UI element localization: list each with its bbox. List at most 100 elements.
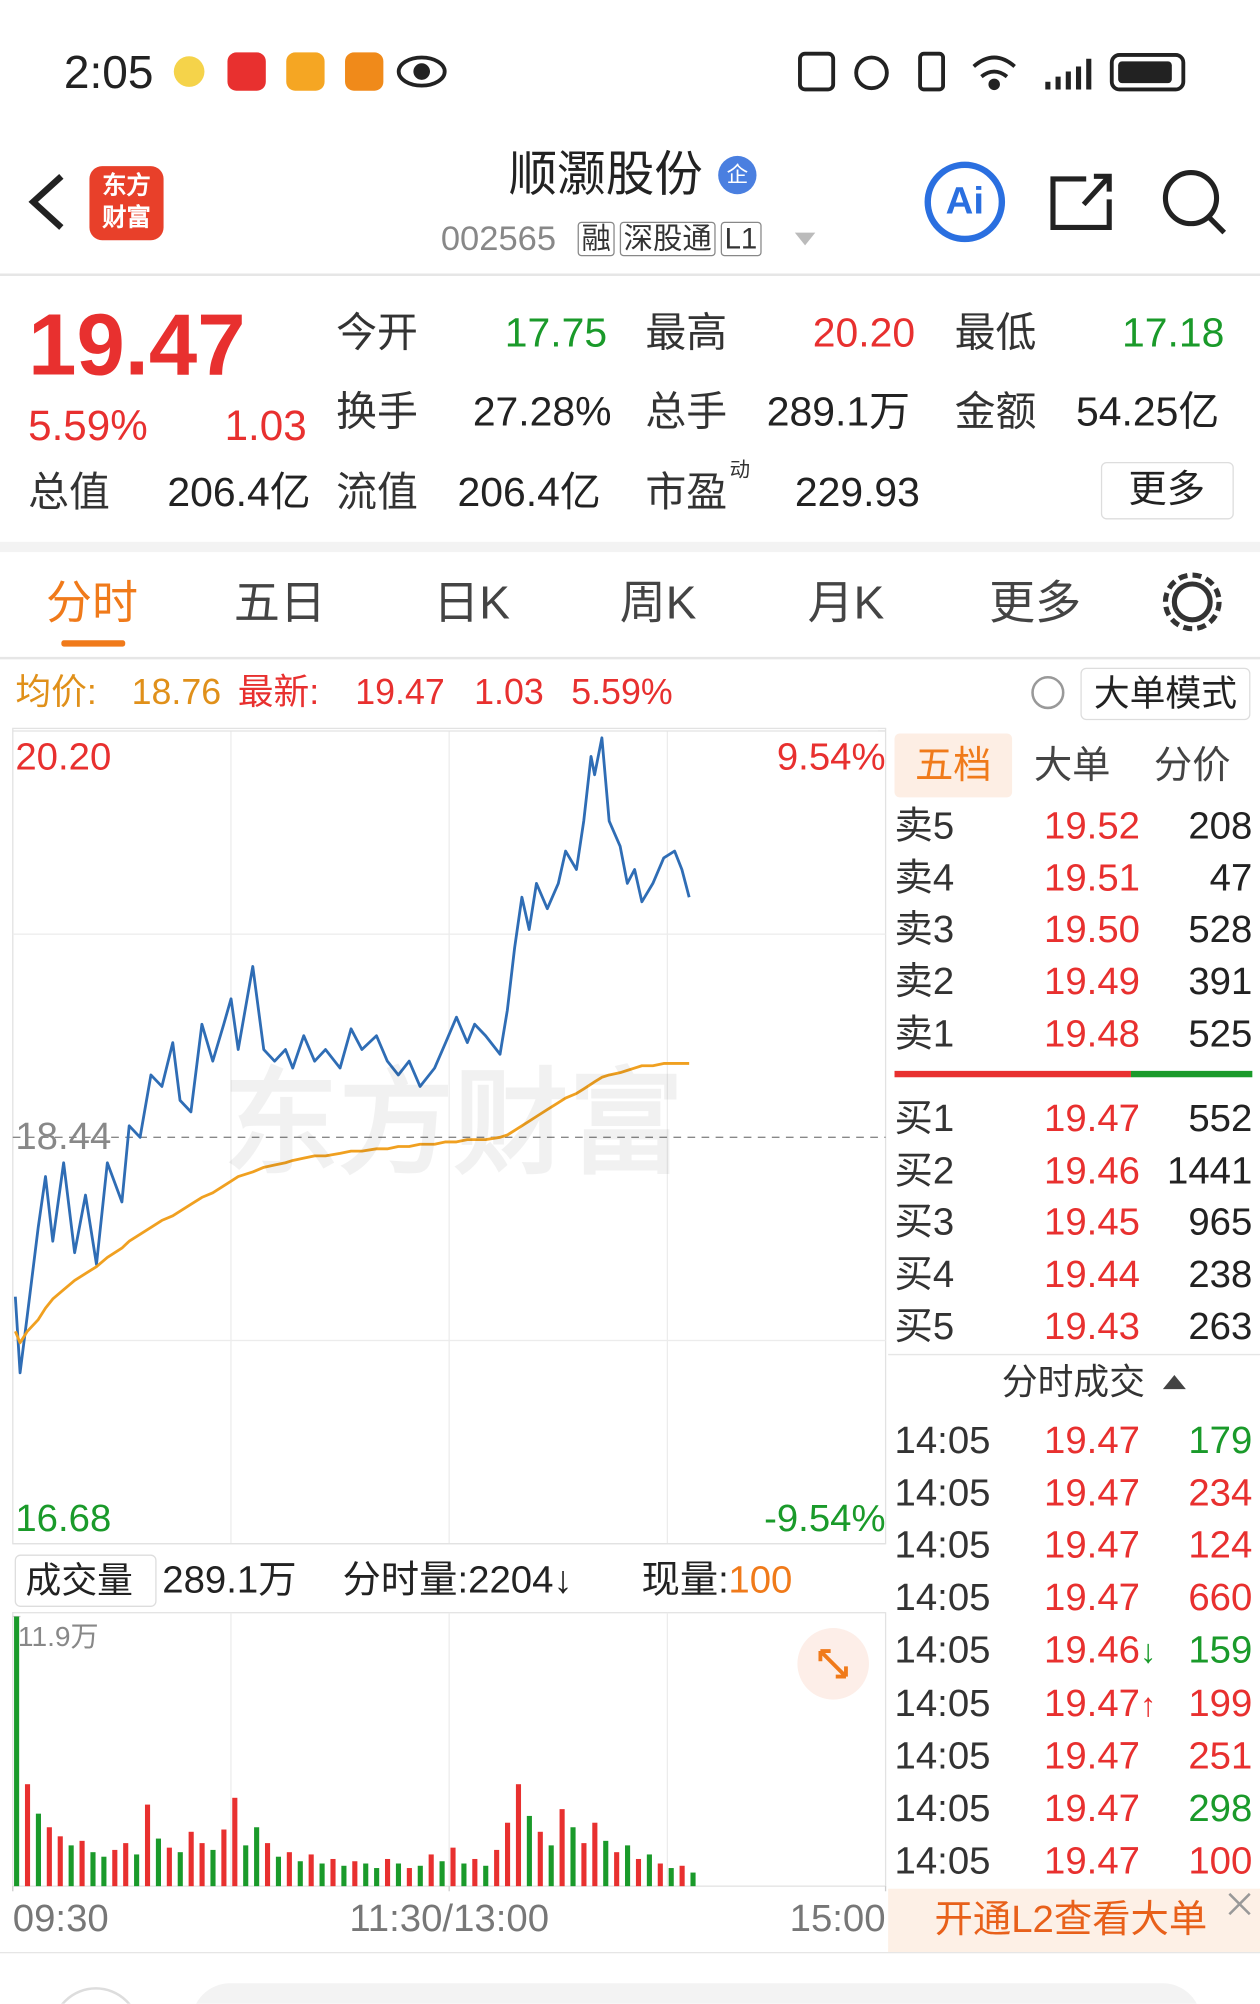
tab[interactable]: 五日 [233,576,326,629]
share-icon[interactable] [1050,173,1112,231]
current-volume: 100 [728,1559,793,1602]
bottom-input[interactable] [192,1983,1202,2004]
book-volume: 528 [1188,909,1253,952]
volume-bar [657,1863,663,1887]
volume-bar [417,1865,423,1887]
volume-bar [243,1845,249,1887]
volume-bar [14,1616,20,1887]
app-logo[interactable] [89,166,164,241]
price: 19.47 [28,296,246,394]
book-price: 19.45 [1044,1201,1140,1244]
trade-price: 19.47 [1044,1787,1140,1830]
bid-bar [1130,1070,1253,1078]
help-icon[interactable] [1031,676,1065,710]
book-volume: 525 [1188,1013,1253,1056]
search-icon[interactable] [1162,169,1220,227]
field-value: 17.75 [504,309,608,356]
volume-label[interactable]: 成交量 [25,1560,133,1600]
volume-bar [134,1854,140,1887]
field-value: 20.20 [812,309,916,356]
volume-bar [90,1852,96,1887]
dropdown-icon[interactable] [794,232,816,246]
volume-bar [483,1865,489,1887]
volume-bar [35,1813,41,1887]
bottom-button[interactable] [52,1987,139,2004]
volume-bar [384,1858,391,1887]
tag: 深股通 [619,221,716,257]
mode-button-label[interactable]: 大单模式 [1093,673,1238,714]
volume-bar [232,1797,238,1887]
back-icon[interactable] [28,173,64,230]
mode-button[interactable] [1080,667,1251,721]
trade-time: 14:05 [894,1577,991,1620]
y2-tick-label: 9.54% [776,736,886,779]
close-icon[interactable] [1228,1892,1251,1916]
volume-bar [123,1843,129,1887]
settings-icon[interactable] [1171,581,1213,623]
book-tab[interactable]: 分价 [1153,745,1231,788]
ai-icon[interactable] [924,161,1006,243]
field-value: 206.4亿 [167,468,311,515]
stock-code: 002565 [440,219,557,258]
trade-time: 14:05 [894,1419,991,1462]
book-volume: 238 [1188,1253,1253,1296]
field-label: 流值 [336,468,418,515]
book-price: 19.52 [1044,805,1140,848]
ai-label[interactable]: Ai [945,180,984,223]
volume-bar [264,1843,271,1887]
trade-volume: 124 [1188,1524,1253,1567]
book-price: 19.48 [1044,1013,1140,1056]
latest-change: 1.03 [474,672,544,712]
volume-bar [188,1831,194,1887]
book-volume: 208 [1188,805,1253,848]
volume-bar [646,1854,652,1887]
volume-bar [330,1858,336,1887]
trade-time: 14:05 [894,1472,991,1515]
book-tab[interactable]: 大单 [1033,745,1111,788]
more-button-label[interactable]: 更多 [1128,468,1206,512]
book-tab[interactable]: 五档 [914,745,992,788]
trade-price: 19.47 [1044,1839,1140,1883]
volume-bar [144,1804,151,1887]
book-level: 买4 [894,1253,955,1296]
volume-bar [395,1863,402,1887]
tab[interactable]: 更多 [989,576,1082,629]
book-volume: 552 [1188,1097,1253,1140]
trades-title[interactable]: 分时成交 [1001,1362,1145,1402]
volume-bar [254,1827,260,1887]
volume-bar [308,1854,314,1887]
book-price: 19.50 [1044,909,1140,952]
book-volume: 263 [1188,1305,1253,1348]
book-price: 19.47 [1044,1097,1140,1140]
tab[interactable]: 分时 [45,576,139,629]
volume-bar [286,1852,292,1887]
volume-bar [515,1784,522,1887]
volume-bar [614,1852,620,1887]
trade-price: 19.47 [1044,1472,1140,1515]
book-price: 19.51 [1044,857,1140,900]
logo-text: 财富 [102,205,151,232]
volume-bar [221,1829,227,1887]
volume-selector[interactable] [14,1554,157,1607]
tab[interactable]: 日K [433,576,510,629]
minute-volume: 分时量:2204↓ [342,1559,573,1602]
tab[interactable]: 月K [807,576,885,629]
field-value: 17.18 [1121,309,1225,356]
status-time: 2:05 [63,46,154,99]
trade-price: 19.47 [1044,1682,1140,1725]
volume-total: 289.1万 [162,1559,297,1602]
x-tick-label: 11:30/13:00 [349,1897,550,1940]
watermark: 东方财富 [223,1060,684,1189]
volume-bar [625,1845,631,1887]
l2-banner[interactable]: 开通L2查看大单 [934,1898,1208,1942]
tab[interactable]: 周K [619,576,697,629]
book-level: 卖3 [894,909,955,952]
tab-underline [61,640,126,647]
more-button[interactable] [1100,461,1234,520]
banner-bg[interactable] [888,1888,1260,1953]
change: 1.03 [224,401,307,450]
stock-name: 顺灏股份 [508,148,703,202]
volume-bar [275,1856,282,1887]
volume-bar [559,1809,565,1887]
